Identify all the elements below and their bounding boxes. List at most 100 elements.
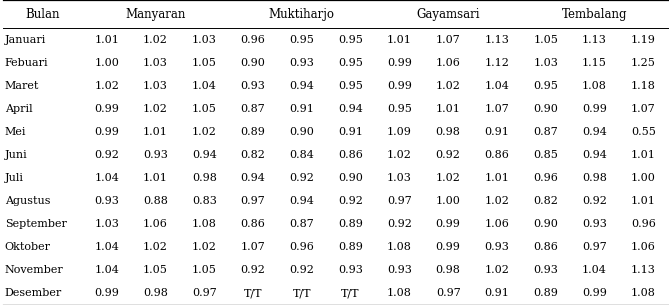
Text: 1.04: 1.04 [94, 242, 119, 252]
Text: 1.06: 1.06 [436, 58, 460, 68]
Text: 1.04: 1.04 [94, 265, 119, 275]
Text: 1.13: 1.13 [484, 34, 509, 45]
Text: 0.90: 0.90 [241, 58, 266, 68]
Text: 1.18: 1.18 [631, 81, 656, 91]
Text: 1.04: 1.04 [94, 173, 119, 183]
Text: 0.92: 0.92 [94, 150, 119, 160]
Text: 0.82: 0.82 [241, 150, 266, 160]
Text: Mei: Mei [5, 127, 26, 137]
Text: 0.95: 0.95 [338, 81, 363, 91]
Text: 0.86: 0.86 [484, 150, 509, 160]
Text: 1.07: 1.07 [436, 34, 460, 45]
Text: 1.07: 1.07 [241, 242, 266, 252]
Text: 0.83: 0.83 [192, 196, 217, 206]
Text: 0.97: 0.97 [436, 289, 460, 299]
Text: 1.13: 1.13 [582, 34, 607, 45]
Text: 0.92: 0.92 [241, 265, 266, 275]
Text: 0.87: 0.87 [290, 219, 314, 229]
Text: 0.90: 0.90 [533, 219, 558, 229]
Text: 1.01: 1.01 [631, 196, 656, 206]
Text: 0.91: 0.91 [484, 127, 509, 137]
Text: 1.02: 1.02 [143, 104, 168, 114]
Text: 0.98: 0.98 [436, 127, 460, 137]
Text: 1.03: 1.03 [192, 34, 217, 45]
Text: 1.05: 1.05 [533, 34, 558, 45]
Text: 1.08: 1.08 [192, 219, 217, 229]
Text: Manyaran: Manyaran [125, 8, 185, 20]
Text: 0.95: 0.95 [533, 81, 558, 91]
Text: 1.00: 1.00 [631, 173, 656, 183]
Text: 1.06: 1.06 [484, 219, 509, 229]
Text: 0.93: 0.93 [338, 265, 363, 275]
Text: 1.05: 1.05 [192, 58, 217, 68]
Text: April: April [5, 104, 32, 114]
Text: 1.07: 1.07 [484, 104, 509, 114]
Text: 0.89: 0.89 [338, 242, 363, 252]
Text: 1.08: 1.08 [387, 289, 412, 299]
Text: 0.94: 0.94 [338, 104, 363, 114]
Text: 0.93: 0.93 [387, 265, 412, 275]
Text: 1.02: 1.02 [436, 173, 460, 183]
Text: 1.08: 1.08 [631, 289, 656, 299]
Text: 1.06: 1.06 [143, 219, 168, 229]
Text: Maret: Maret [5, 81, 39, 91]
Text: T/T: T/T [341, 289, 360, 299]
Text: 0.93: 0.93 [241, 81, 266, 91]
Text: 1.01: 1.01 [143, 173, 168, 183]
Text: 0.99: 0.99 [94, 104, 119, 114]
Text: 0.95: 0.95 [338, 58, 363, 68]
Text: 0.92: 0.92 [387, 219, 412, 229]
Text: 0.91: 0.91 [338, 127, 363, 137]
Text: 1.01: 1.01 [436, 104, 460, 114]
Text: 1.00: 1.00 [94, 58, 119, 68]
Text: 0.94: 0.94 [290, 196, 314, 206]
Text: 0.93: 0.93 [533, 265, 558, 275]
Text: 1.03: 1.03 [143, 81, 168, 91]
Text: 0.97: 0.97 [241, 196, 266, 206]
Text: 1.13: 1.13 [631, 265, 656, 275]
Text: 1.02: 1.02 [192, 127, 217, 137]
Text: T/T: T/T [244, 289, 262, 299]
Text: 0.55: 0.55 [631, 127, 656, 137]
Text: T/T: T/T [292, 289, 311, 299]
Text: 0.92: 0.92 [290, 265, 314, 275]
Text: 1.05: 1.05 [192, 104, 217, 114]
Text: 0.95: 0.95 [290, 34, 314, 45]
Text: 1.03: 1.03 [94, 219, 119, 229]
Text: 1.01: 1.01 [387, 34, 412, 45]
Text: 0.89: 0.89 [338, 219, 363, 229]
Text: 0.82: 0.82 [533, 196, 558, 206]
Text: Gayamsari: Gayamsari [416, 8, 480, 20]
Text: 0.97: 0.97 [387, 196, 411, 206]
Text: 0.96: 0.96 [241, 34, 266, 45]
Text: 0.97: 0.97 [192, 289, 217, 299]
Text: 1.01: 1.01 [631, 150, 656, 160]
Text: 1.12: 1.12 [484, 58, 509, 68]
Text: 0.93: 0.93 [582, 219, 607, 229]
Text: 0.94: 0.94 [582, 150, 607, 160]
Text: 0.94: 0.94 [192, 150, 217, 160]
Text: 0.98: 0.98 [192, 173, 217, 183]
Text: 0.93: 0.93 [143, 150, 168, 160]
Text: 1.05: 1.05 [192, 265, 217, 275]
Text: 1.03: 1.03 [387, 173, 412, 183]
Text: 0.98: 0.98 [143, 289, 168, 299]
Text: 0.95: 0.95 [387, 104, 412, 114]
Text: 1.07: 1.07 [631, 104, 656, 114]
Text: 0.99: 0.99 [436, 219, 460, 229]
Text: 1.02: 1.02 [436, 81, 460, 91]
Text: 0.87: 0.87 [241, 104, 266, 114]
Text: 1.00: 1.00 [436, 196, 460, 206]
Text: 1.02: 1.02 [484, 196, 509, 206]
Text: Muktiharjo: Muktiharjo [269, 8, 334, 20]
Text: 1.19: 1.19 [631, 34, 656, 45]
Text: 1.05: 1.05 [143, 265, 168, 275]
Text: 1.15: 1.15 [582, 58, 607, 68]
Text: 1.01: 1.01 [484, 173, 509, 183]
Text: 1.02: 1.02 [143, 242, 168, 252]
Text: 0.94: 0.94 [290, 81, 314, 91]
Text: 0.96: 0.96 [631, 219, 656, 229]
Text: November: November [5, 265, 64, 275]
Text: 0.91: 0.91 [484, 289, 509, 299]
Text: Tembalang: Tembalang [562, 8, 628, 20]
